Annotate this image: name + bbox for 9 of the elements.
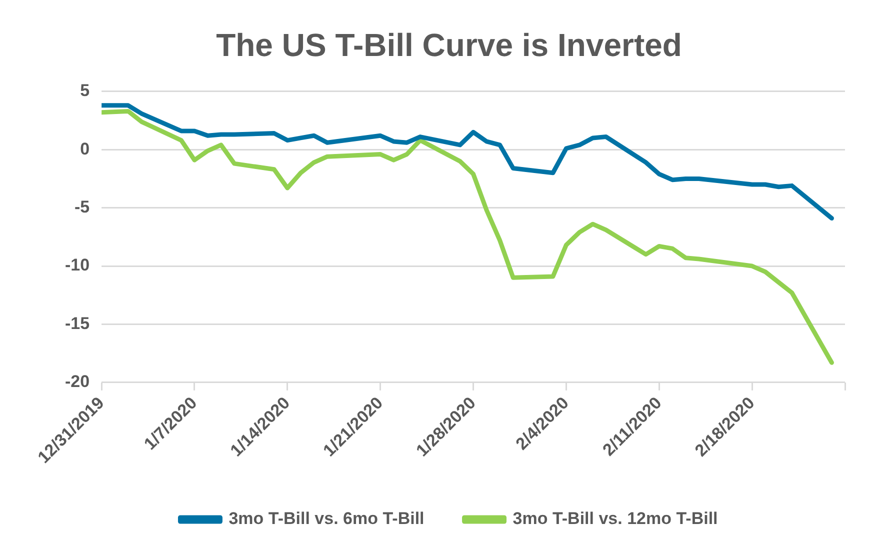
legend-label: 3mo T-Bill vs. 12mo T-Bill — [512, 509, 718, 528]
y-tick-label: 0 — [80, 139, 90, 158]
chart-title: The US T-Bill Curve is Inverted — [216, 27, 682, 64]
y-tick-label: -5 — [74, 197, 90, 216]
y-tick-label: 5 — [80, 81, 90, 100]
legend-label: 3mo T-Bill vs. 6mo T-Bill — [228, 509, 424, 528]
y-tick-label: -20 — [64, 372, 90, 392]
y-tick-label: -10 — [64, 256, 90, 275]
y-tick-label: -15 — [64, 314, 90, 333]
